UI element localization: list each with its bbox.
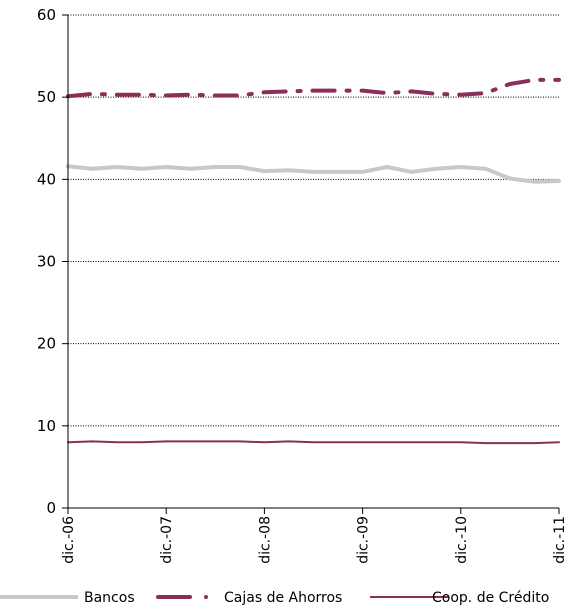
x-tick-label: dic.-06 xyxy=(61,516,77,564)
legend-label: Bancos xyxy=(84,590,135,606)
x-axis-ticks: dic.-06 dic.-07 dic.-08 dic.-09 dic.-10 dic.-… xyxy=(61,508,567,564)
legend: Bancos Cajas de Ahorros Coop. de Crédito xyxy=(0,590,549,606)
y-tick-label: 0 xyxy=(46,499,56,517)
y-tick-label: 40 xyxy=(37,170,56,188)
series-line-2 xyxy=(66,77,561,99)
y-axis-ticks: 0 10 20 30 40 50 60 xyxy=(37,6,68,517)
gridlines xyxy=(68,14,559,427)
y-tick-label: 60 xyxy=(37,6,56,24)
x-tick-label: dic.-08 xyxy=(257,516,273,564)
series-line-1 xyxy=(66,164,561,184)
x-tick-label: dic.-10 xyxy=(454,516,470,564)
legend-sample-dot xyxy=(204,595,208,599)
y-tick-label: 30 xyxy=(37,253,56,271)
x-tick-label: dic.-09 xyxy=(356,516,372,564)
y-tick-label: 20 xyxy=(37,335,56,353)
y-tick-label: 10 xyxy=(37,417,56,435)
series-line-3 xyxy=(67,440,560,445)
data-series xyxy=(66,77,561,445)
legend-label: Cajas de Ahorros xyxy=(224,590,342,606)
x-tick-label: dic.-11 xyxy=(552,516,567,564)
y-tick-label: 50 xyxy=(37,88,56,106)
x-tick-label: dic.-07 xyxy=(159,516,175,564)
legend-label: Coop. de Crédito xyxy=(432,590,549,606)
